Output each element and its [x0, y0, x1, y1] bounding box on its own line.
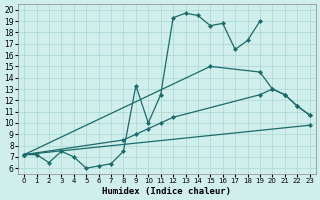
X-axis label: Humidex (Indice chaleur): Humidex (Indice chaleur): [102, 187, 231, 196]
